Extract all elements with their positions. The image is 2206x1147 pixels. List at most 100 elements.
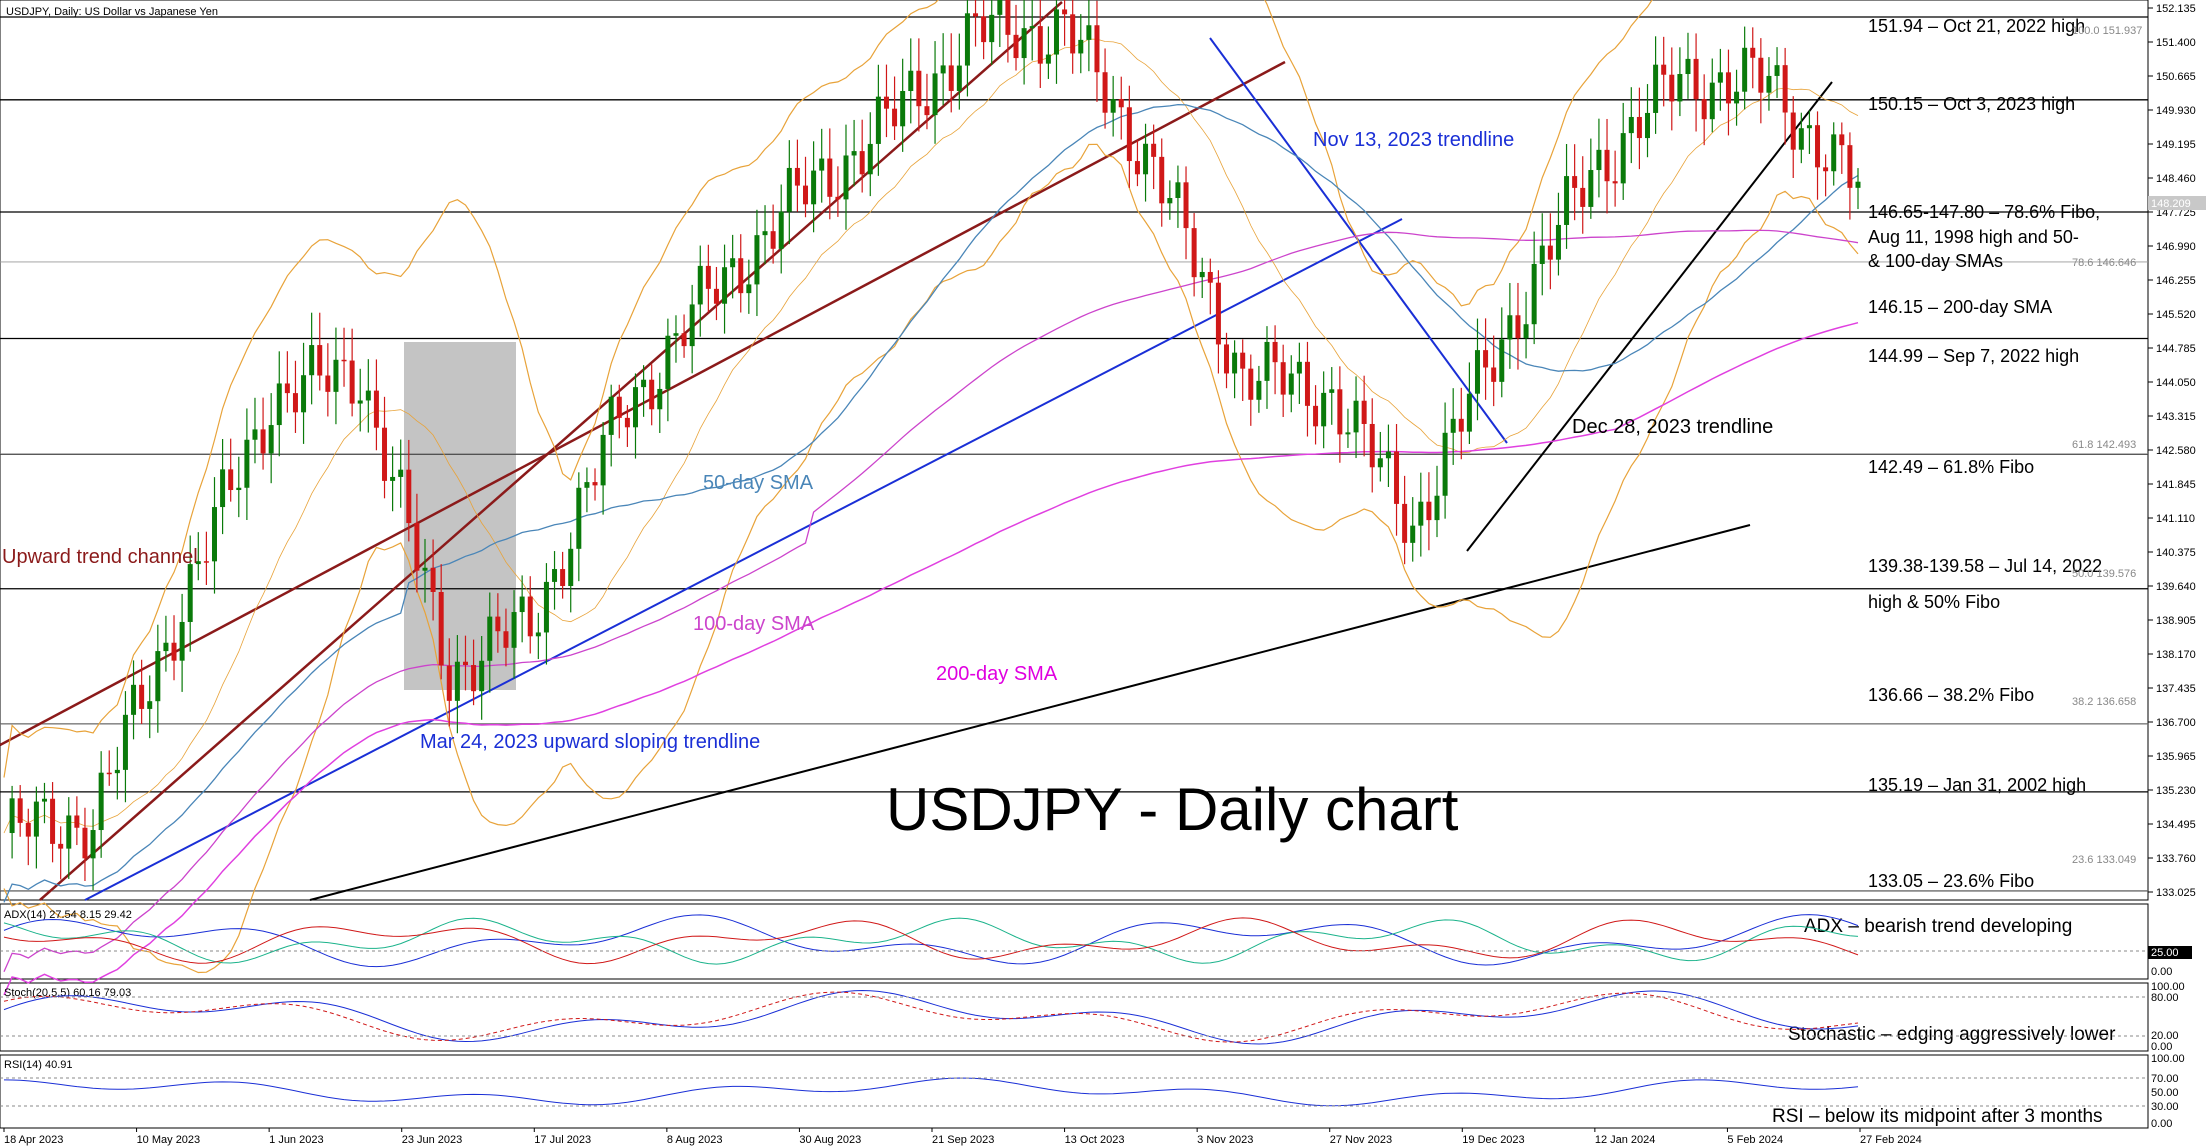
candle-body: [892, 108, 898, 127]
stoch-tick: 80.00: [2151, 992, 2179, 1004]
candle-body: [1790, 112, 1796, 150]
sma50-label: 50-day SMA: [703, 472, 814, 494]
candle-body: [1045, 54, 1051, 64]
price-tick-label: 146.990: [2156, 241, 2196, 253]
level-annotation: 146.65-147.80 – 78.6% Fibo,: [1868, 202, 2100, 222]
candle-body: [398, 469, 404, 477]
candle-body: [1653, 64, 1659, 113]
fibo-label: 50.0 139.576: [2072, 568, 2136, 580]
candle-body: [66, 815, 72, 849]
adx-panel: ADX(14) 27.54 8.15 29.42 ADX – bearish t…: [4, 909, 2192, 978]
candle-body: [1256, 380, 1262, 400]
date-tick-label: 13 Oct 2023: [1065, 1134, 1125, 1146]
candle-body: [1013, 34, 1019, 59]
fibo-label: 100.0 151.937: [2072, 25, 2142, 37]
candle-body: [244, 439, 250, 488]
candle-body: [989, 14, 995, 43]
candle-body: [1547, 245, 1553, 260]
price-tick-label: 141.845: [2156, 479, 2196, 491]
candle-body: [325, 375, 331, 392]
candle-body: [592, 482, 598, 486]
candle-body: [1215, 282, 1221, 345]
level-annotation: 150.15 – Oct 3, 2023 high: [1868, 94, 2075, 114]
adx-tick: 25.00: [2151, 947, 2179, 959]
candle-body: [867, 143, 873, 175]
candle-body: [778, 211, 784, 249]
candle-body: [997, 0, 1003, 15]
price-tick-label: 144.785: [2156, 343, 2196, 355]
candle-body: [203, 561, 209, 563]
candle-body: [1288, 373, 1294, 395]
candle-body: [851, 151, 857, 156]
date-tick-label: 10 May 2023: [137, 1134, 201, 1146]
date-tick-label: 1 Jun 2023: [269, 1134, 323, 1146]
candle-body: [932, 73, 938, 116]
candle-body: [527, 596, 533, 637]
candle-body: [1750, 47, 1756, 58]
channel-label: Upward trend channel: [2, 546, 198, 568]
date-tick-label: 8 Aug 2023: [667, 1134, 723, 1146]
candle-body: [82, 827, 88, 859]
candle-body: [1240, 352, 1246, 369]
date-tick-label: 5 Feb 2024: [1727, 1134, 1783, 1146]
candle-body: [560, 569, 566, 587]
price-tick-label: 148.460: [2156, 173, 2196, 185]
candle-body: [187, 564, 193, 622]
candle-body: [1636, 116, 1642, 139]
candle-body: [616, 396, 622, 418]
candle-body: [843, 155, 849, 200]
level-annotation: 142.49 – 61.8% Fibo: [1868, 457, 2034, 477]
bollinger-lower: [3, 143, 1859, 974]
mar24-label: Mar 24, 2023 upward sloping trendline: [420, 731, 760, 753]
rsi-header: RSI(14) 40.91: [4, 1059, 72, 1071]
candle-body: [357, 400, 363, 404]
adx-note: ADX – bearish trend developing: [1804, 916, 2072, 937]
candle-body: [1847, 145, 1853, 188]
candle-body: [770, 231, 776, 249]
date-tick-label: 3 Nov 2023: [1197, 1134, 1253, 1146]
rsi-note: RSI – below its midpoint after 3 months: [1772, 1106, 2103, 1127]
candle-body: [1143, 143, 1149, 175]
candle-body: [552, 569, 558, 582]
candle-body: [1458, 418, 1464, 432]
candle-body: [1669, 74, 1675, 102]
candle-body: [746, 284, 752, 294]
adx-main-line: [3, 914, 1859, 968]
candle-body: [738, 258, 744, 294]
price-tick-label: 143.315: [2156, 411, 2196, 423]
candle-body: [641, 379, 647, 388]
candle-body: [973, 13, 979, 17]
candle-body: [446, 665, 452, 701]
candle-body: [1232, 352, 1238, 374]
candle-body: [163, 642, 169, 652]
level-annotation: high & 50% Fibo: [1868, 592, 2000, 612]
candle-body: [1645, 112, 1651, 139]
horizontal-levels: [0, 16, 2148, 892]
date-tick-label: 18 Apr 2023: [4, 1134, 63, 1146]
candle-body: [1709, 82, 1715, 120]
dec28-label: Dec 28, 2023 trendline: [1572, 416, 1773, 438]
candle-body: [1774, 65, 1780, 76]
date-tick-label: 27 Feb 2024: [1860, 1134, 1922, 1146]
candle-body: [260, 429, 266, 454]
adx-tick: 0.00: [2151, 966, 2172, 978]
candle-body: [632, 387, 638, 428]
level-annotation: Aug 11, 1998 high and 50-: [1868, 227, 2079, 247]
adx-minus-di-line: [3, 917, 1859, 965]
candle-body: [139, 684, 145, 709]
candle-body: [576, 487, 582, 549]
candle-body: [1434, 495, 1440, 521]
candle-body: [1555, 224, 1561, 260]
candle-body: [1806, 125, 1812, 129]
level-annotation: 133.05 – 23.6% Fibo: [1868, 871, 2034, 891]
candle-body: [1159, 156, 1165, 204]
candle-body: [1499, 339, 1505, 382]
candle-body: [74, 815, 80, 828]
fibo-label: 61.8 142.493: [2072, 439, 2136, 451]
candle-body: [1385, 451, 1391, 459]
candle-body: [1313, 405, 1319, 427]
sma200-label: 200-day SMA: [936, 663, 1058, 685]
candle-body: [697, 265, 703, 305]
candle-body: [236, 487, 242, 491]
candle-body: [1596, 149, 1602, 171]
